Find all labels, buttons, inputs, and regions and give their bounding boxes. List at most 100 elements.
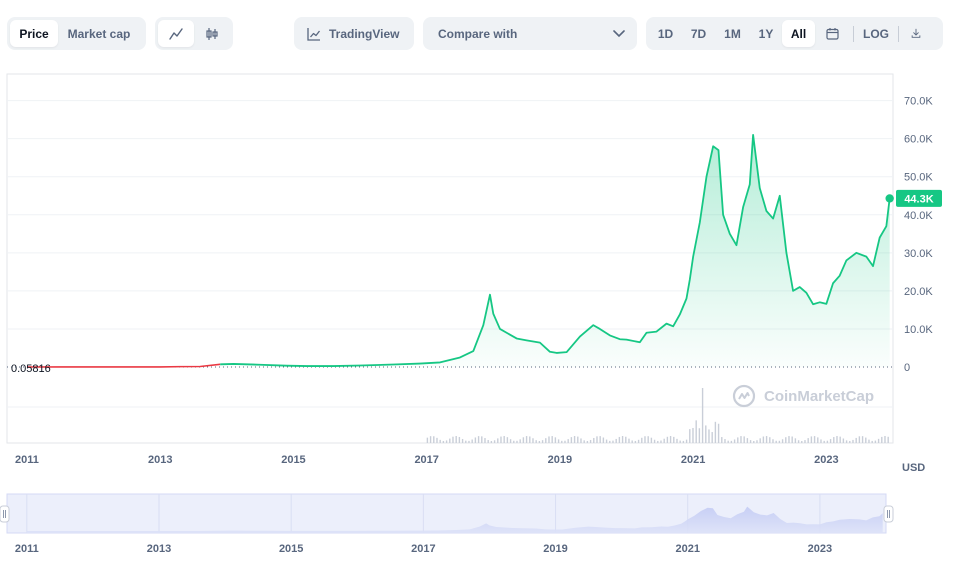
compare-with-select[interactable]: Compare with xyxy=(423,17,637,50)
volume-bar xyxy=(836,436,838,443)
start-price-label: 0.05816 xyxy=(11,363,51,375)
volume-bar xyxy=(753,440,755,443)
line-chart-icon xyxy=(169,27,183,40)
volume-bar xyxy=(705,425,707,443)
y-tick-label: 60.0K xyxy=(904,134,933,146)
x-tick-label: 2011 xyxy=(15,454,39,466)
handle-grip[interactable] xyxy=(883,505,894,523)
volume-bar xyxy=(551,436,553,443)
volume-bar xyxy=(445,440,448,443)
volume-bar xyxy=(810,436,813,443)
range-all[interactable]: All xyxy=(782,20,815,47)
volume-bar xyxy=(858,436,861,443)
range-1y[interactable]: 1Y xyxy=(758,26,774,41)
volume-bar xyxy=(474,437,477,443)
volume-bar xyxy=(749,440,752,443)
line-chart-button[interactable] xyxy=(158,20,194,47)
volume-bar xyxy=(807,438,809,443)
volume-bar xyxy=(609,440,611,443)
volume-bar xyxy=(874,440,877,443)
last-price-dot xyxy=(885,194,894,203)
volume-bar xyxy=(759,438,761,443)
volume-bar xyxy=(535,440,537,443)
volume-bar xyxy=(852,439,854,443)
volume-bar xyxy=(628,438,630,443)
range-1d[interactable]: 1D xyxy=(657,26,674,41)
x-tick-label: 2019 xyxy=(548,454,572,466)
volume-bar xyxy=(653,439,656,443)
tab-market-cap[interactable]: Market cap xyxy=(67,26,131,41)
volume-bar xyxy=(554,437,557,443)
navigator-right-handle[interactable] xyxy=(883,505,894,523)
volume-bar xyxy=(458,436,461,443)
x-tick-label: 2013 xyxy=(148,454,172,466)
price-line[interactable] xyxy=(220,133,891,367)
volume-bar xyxy=(442,440,445,443)
volume-bar xyxy=(564,440,566,443)
price-chart[interactable]: 0 10.0K 20.0K 30.0K 40.0K 50.0K 60.0K 70.0K 44.3… xyxy=(0,70,978,563)
volume-bar xyxy=(621,436,624,443)
volume-bar xyxy=(669,436,672,443)
volume-bar xyxy=(493,440,496,443)
navigator-x-tick-label: 2011 xyxy=(15,543,39,555)
candlestick-button[interactable] xyxy=(194,20,230,47)
volume-bar xyxy=(708,429,710,443)
volume-bar xyxy=(465,440,467,443)
volume-bar xyxy=(781,439,784,443)
volume-bar xyxy=(657,440,659,443)
volume-bar xyxy=(471,439,473,443)
volume-bar xyxy=(765,436,768,443)
volume-bar xyxy=(573,436,576,443)
download-button[interactable] xyxy=(903,20,929,47)
volume-bar xyxy=(644,436,646,443)
volume-bar xyxy=(730,440,733,443)
volume-bar xyxy=(673,436,675,443)
volume-bar xyxy=(506,437,509,443)
range-7d[interactable]: 7D xyxy=(690,26,707,41)
volume-bar xyxy=(615,438,617,443)
volume-bar xyxy=(525,436,528,443)
y-tick-label: 70.0K xyxy=(904,96,933,108)
volume-bar xyxy=(884,436,886,443)
price-chart-area: 0 10.0K 20.0K 30.0K 40.0K 50.0K 60.0K 70.0K 44.3… xyxy=(0,70,978,563)
handle-grip[interactable] xyxy=(0,505,10,523)
volume-bar xyxy=(439,439,441,443)
volume-bar xyxy=(868,439,870,443)
range-1m[interactable]: 1M xyxy=(724,26,741,41)
volume-bar xyxy=(756,440,758,443)
volume-bar xyxy=(727,440,729,443)
volume-bar xyxy=(577,436,579,443)
log-scale-button[interactable]: LOG xyxy=(863,26,889,41)
time-range-toggle: 1D 7D 1M 1Y All LOG xyxy=(646,17,943,50)
toolbar-divider xyxy=(898,25,899,42)
volume-bar xyxy=(772,439,774,443)
volume-bar xyxy=(503,436,505,443)
volume-bar xyxy=(743,436,745,443)
navigator-left-handle[interactable] xyxy=(0,505,10,523)
tab-price[interactable]: Price xyxy=(10,20,58,47)
volume-bar xyxy=(881,436,883,443)
volume-bar xyxy=(436,437,438,443)
volume-bar xyxy=(887,436,889,443)
volume-bar xyxy=(481,436,483,443)
calendar-icon xyxy=(825,28,839,40)
volume-bar xyxy=(737,437,739,443)
volume-bar xyxy=(455,436,457,443)
volume-bar xyxy=(599,436,601,443)
volume-bar xyxy=(545,438,547,443)
volume-bar xyxy=(685,439,688,443)
volume-bar xyxy=(823,440,825,443)
volume-bar xyxy=(426,437,429,443)
y-tick-label: 20.0K xyxy=(904,286,933,298)
volume-bar xyxy=(692,427,694,443)
volume-bar xyxy=(602,437,605,443)
volume-bar xyxy=(509,439,512,443)
tradingview-button[interactable]: TradingView xyxy=(294,17,414,50)
chart-type-toggle xyxy=(155,17,233,50)
date-range-button[interactable] xyxy=(815,20,849,47)
volume-bar xyxy=(845,440,848,443)
toolbar-divider xyxy=(853,25,854,42)
volume-bar xyxy=(522,437,525,443)
volume-bar xyxy=(650,437,653,443)
tradingview-label: TradingView xyxy=(329,26,400,41)
